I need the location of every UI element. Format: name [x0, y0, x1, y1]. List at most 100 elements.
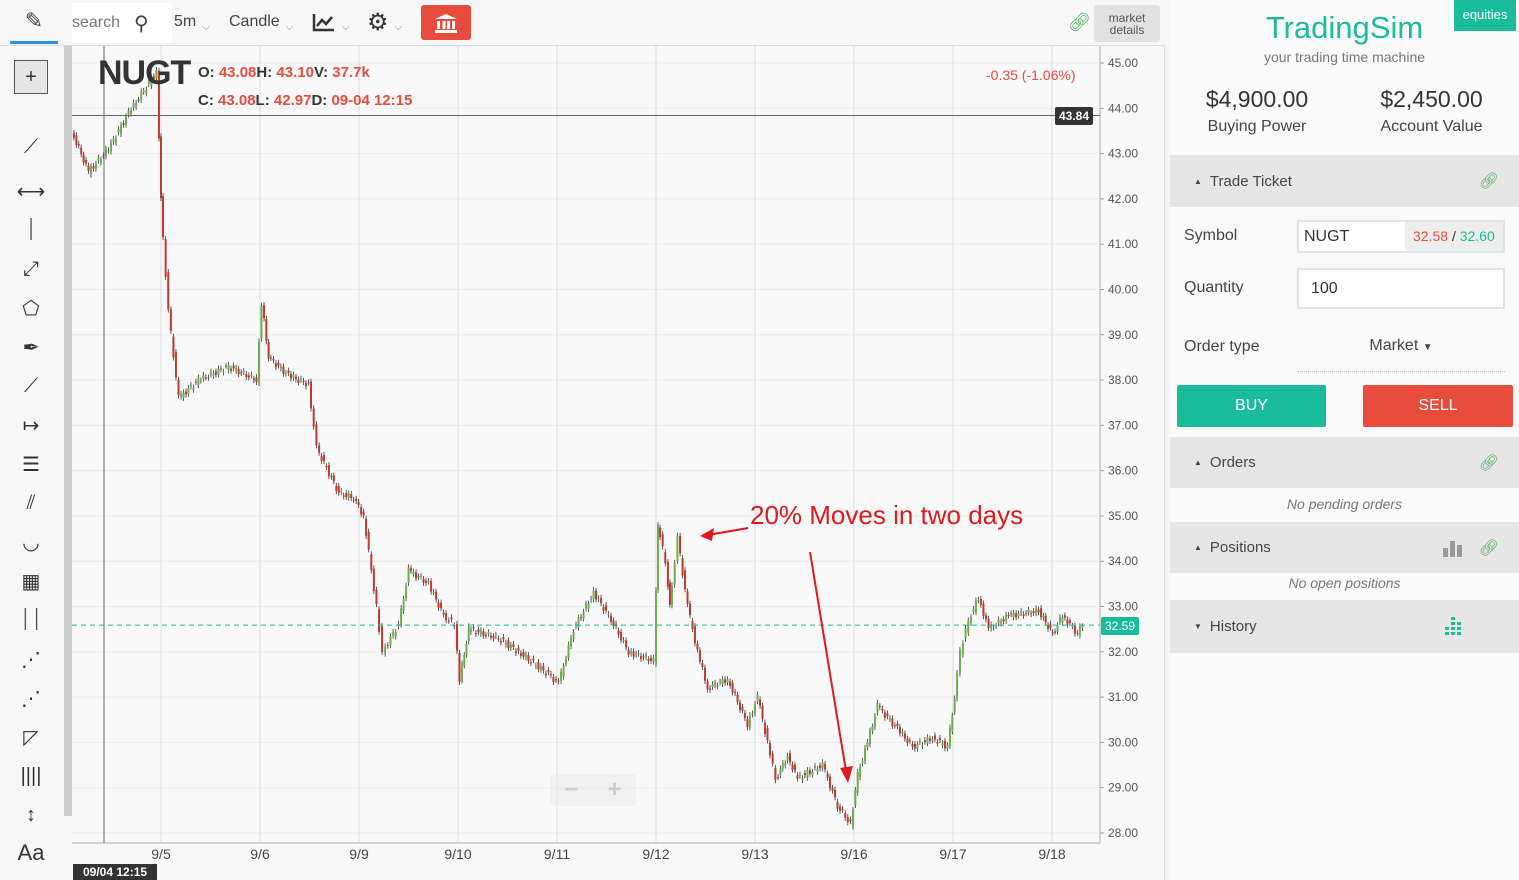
candle: [469, 629, 472, 632]
candle: [779, 768, 782, 776]
link-icon[interactable]: 🔗︎: [1478, 539, 1499, 557]
history-header[interactable]: ▼ History: [1170, 600, 1519, 653]
polygon-tool[interactable]: ⬠: [14, 291, 48, 325]
candle: [534, 665, 537, 667]
search-box[interactable]: ⚲: [72, 3, 172, 43]
sell-button[interactable]: SELL: [1363, 385, 1513, 427]
vertical-lines-tool[interactable]: ⏐⏐: [14, 603, 48, 637]
candle: [292, 374, 295, 379]
chart-area[interactable]: 45.00 44.00 43.00 42.00 41.00 40.00 39.00 38.00…: [72, 46, 1165, 880]
market-details-button[interactable]: market details: [1094, 5, 1160, 42]
ray-tool[interactable]: ⤢: [14, 252, 48, 286]
candle: [502, 637, 505, 640]
channel-tool[interactable]: ☰: [14, 447, 48, 481]
link-icon[interactable]: 🔗︎: [1068, 11, 1091, 32]
trade-ticket-header[interactable]: ▲ Trade Ticket 🔗︎: [1170, 155, 1519, 207]
quantity-input[interactable]: [1297, 268, 1505, 309]
order-type-label: Order type: [1184, 338, 1260, 355]
candle: [693, 626, 696, 644]
candle: [729, 681, 732, 686]
fan-icon: ⋰: [21, 687, 41, 710]
time-zones-tool[interactable]: ||||: [14, 759, 48, 793]
y-tick-label: 45.00: [1108, 56, 1138, 70]
parallel-channel-tool[interactable]: ⫽: [14, 486, 48, 520]
candle: [552, 677, 555, 682]
candle: [943, 740, 946, 749]
broker-button[interactable]: [421, 5, 471, 40]
segment-tool[interactable]: ⟋: [14, 369, 48, 403]
zoom-in-button[interactable]: +: [607, 776, 622, 803]
draw-tools-button[interactable]: ✎: [10, 0, 58, 44]
orders-header[interactable]: ▲ Orders 🔗︎: [1170, 437, 1519, 488]
candle: [1030, 613, 1033, 615]
buy-button[interactable]: BUY: [1177, 385, 1326, 427]
candle: [524, 654, 527, 658]
price-chart[interactable]: 45.00 44.00 43.00 42.00 41.00 40.00 39.00 38.00…: [72, 46, 1165, 880]
fib-arc-tool[interactable]: ◡: [14, 525, 48, 559]
horizontal-line-tool[interactable]: ⟷: [14, 174, 48, 208]
measure-tool[interactable]: ↦: [14, 408, 48, 442]
candle: [664, 552, 667, 564]
candle: [714, 682, 717, 686]
order-type-dropdown[interactable]: Market ▼: [1297, 328, 1505, 372]
trendline-icon: ⟋: [24, 135, 38, 158]
price-range-tool[interactable]: ↕: [14, 798, 48, 832]
fan-tool[interactable]: ⋰: [14, 681, 48, 715]
market-details-label: market details: [1108, 10, 1146, 37]
candle: [114, 138, 117, 143]
candle: [489, 635, 492, 638]
bid-price: 32.58: [1413, 228, 1449, 244]
trendline-tool[interactable]: ⟋: [14, 130, 48, 164]
volume-value: 37.7k: [332, 64, 370, 81]
annotation-text[interactable]: 20% Moves in two days: [750, 500, 1024, 530]
history-chart-icon[interactable]: [1443, 616, 1463, 637]
candle: [590, 598, 593, 600]
text-tool[interactable]: Aa: [14, 836, 48, 870]
link-icon[interactable]: 🔗︎: [1478, 173, 1499, 190]
triangle-icon: ◸: [23, 726, 39, 749]
candle: [474, 633, 477, 635]
candle: [162, 196, 165, 238]
candle: [951, 715, 954, 732]
toolbar-scrollbar[interactable]: [64, 46, 72, 816]
candle: [267, 341, 270, 359]
vertical-line-tool[interactable]: ⏐: [14, 213, 48, 247]
open-value: 43.08: [218, 64, 257, 81]
pitchfork-tool[interactable]: ⋰: [14, 642, 48, 676]
y-tick-label: 37.00: [1108, 418, 1138, 432]
candle: [465, 643, 468, 655]
positions-header[interactable]: ▲ Positions 🔗︎: [1170, 522, 1519, 573]
brush-tool[interactable]: ✒: [14, 330, 48, 364]
y-tick-label: 42.00: [1108, 192, 1138, 206]
search-icon[interactable]: ⚲: [134, 12, 149, 35]
equities-badge[interactable]: equities: [1454, 0, 1516, 31]
candle: [514, 651, 517, 654]
crosshair-tool[interactable]: +: [14, 60, 48, 94]
candle: [739, 702, 742, 710]
candle: [167, 272, 170, 310]
symbol-input[interactable]: [1299, 222, 1405, 251]
candle: [407, 567, 410, 583]
candle: [876, 703, 879, 713]
candle: [1054, 631, 1057, 633]
gann-box-tool[interactable]: ▦: [14, 564, 48, 598]
triangle-tool[interactable]: ◸: [14, 720, 48, 754]
candle: [197, 377, 200, 386]
crosshair-time-label: 09/04 12:15: [73, 864, 158, 880]
candle: [654, 590, 657, 664]
indicators-dropdown[interactable]: ⌵: [312, 0, 350, 44]
candle: [302, 380, 305, 382]
candle: [180, 393, 183, 397]
candle: [104, 148, 107, 157]
candle: [933, 735, 936, 740]
candle: [801, 778, 804, 781]
interval-dropdown[interactable]: 5m ⌵: [174, 0, 210, 44]
bar-chart-icon[interactable]: [1443, 539, 1463, 557]
top-toolbar: ✎ ⚲ 5m⌵ Candle⌵ ⌵ ⚙⌵ 🔗︎ market details: [0, 0, 1165, 46]
settings-dropdown[interactable]: ⚙ ⌵: [367, 0, 402, 44]
link-icon[interactable]: 🔗︎: [1478, 454, 1499, 472]
chart-type-dropdown[interactable]: Candle ⌵: [229, 0, 293, 44]
candle: [92, 165, 95, 169]
zoom-out-button[interactable]: −: [564, 776, 579, 803]
search-input[interactable]: [72, 14, 134, 32]
